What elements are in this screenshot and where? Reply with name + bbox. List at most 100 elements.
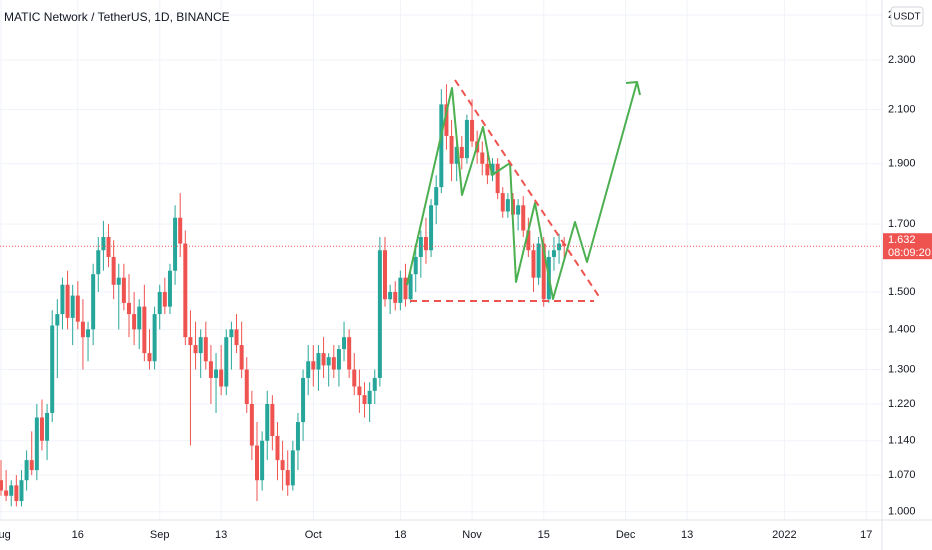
y-tick-label: 1.700 <box>888 218 916 230</box>
candle-body <box>65 284 70 318</box>
candle-body <box>188 337 193 346</box>
candle-body <box>50 325 55 413</box>
candle-body <box>459 146 464 159</box>
candle-body <box>295 422 300 451</box>
y-tick-label: 1.140 <box>888 435 916 447</box>
x-tick-label: 17 <box>860 529 872 541</box>
candle-body <box>531 250 536 278</box>
candle-body <box>147 353 152 362</box>
candle-body <box>260 440 265 481</box>
candle-body <box>551 250 556 257</box>
candle-body <box>367 390 372 404</box>
candle-body <box>403 277 408 300</box>
candle-body <box>239 345 244 370</box>
candle-body <box>439 104 444 188</box>
candle-body <box>342 337 347 350</box>
axes: 1.000 1.070 1.140 1.220 1.300 1.400 1.500 1.700… <box>0 9 932 541</box>
candle-body <box>290 450 295 486</box>
candle-body <box>60 284 65 315</box>
candle-body <box>521 205 526 231</box>
candle-body <box>275 436 280 461</box>
candle-body <box>106 236 111 257</box>
candle-body <box>162 291 167 307</box>
candle-body <box>423 236 428 251</box>
drawings <box>406 79 641 302</box>
arrow-head <box>625 81 641 96</box>
candle-body <box>91 274 96 330</box>
candle-body <box>219 369 224 387</box>
candle-body <box>80 321 85 338</box>
candle-body <box>34 417 39 471</box>
candle-body <box>352 369 357 387</box>
x-tick-label: Aug <box>0 529 11 541</box>
y-tick-label: 2.100 <box>888 103 916 115</box>
candle-body <box>157 291 162 315</box>
candle-body <box>203 337 208 362</box>
y-tick-label: 1.400 <box>888 323 916 335</box>
y-tick-label: 1.300 <box>888 363 916 375</box>
candle-body <box>454 146 459 164</box>
candle-body <box>311 361 316 370</box>
candle-body <box>229 329 234 338</box>
candle-body <box>316 353 321 370</box>
candle-body <box>306 361 311 378</box>
x-tick-label: Sep <box>150 529 170 541</box>
candle-body <box>96 250 101 275</box>
candle-body <box>86 329 91 338</box>
candle-body <box>398 277 403 303</box>
candle-body <box>234 329 239 346</box>
candle-body <box>121 277 126 303</box>
x-tick-label: 13 <box>681 529 693 541</box>
candle-body <box>244 369 249 404</box>
candle-body <box>285 470 290 486</box>
candle-body <box>326 357 331 366</box>
candle-body <box>331 357 336 370</box>
grid <box>0 0 882 520</box>
x-tick-label: 13 <box>215 529 227 541</box>
candle-body <box>280 460 285 471</box>
candle-body <box>321 353 326 366</box>
candle-body <box>505 199 510 212</box>
candle-body <box>490 163 495 176</box>
candle-body <box>137 306 142 330</box>
x-tick-label: 18 <box>394 529 406 541</box>
x-tick-label: 16 <box>72 529 84 541</box>
candle-body <box>214 369 219 378</box>
candle-body <box>173 217 178 271</box>
candle-body <box>116 277 121 285</box>
candle-body <box>39 417 44 441</box>
candle-body <box>413 256 418 275</box>
candle-body <box>485 163 490 176</box>
candle-body <box>0 480 3 491</box>
countdown-label: 08:09:20 <box>888 247 931 259</box>
candle-body <box>388 291 393 300</box>
y-tick-label: 2.300 <box>888 54 916 66</box>
y-tick-label: 1.070 <box>888 469 916 481</box>
candle-body <box>393 291 398 303</box>
candle-body <box>526 230 531 251</box>
candle-body <box>372 377 377 391</box>
candle-body <box>101 236 106 251</box>
candle-body <box>9 485 14 496</box>
candle-body <box>142 306 147 354</box>
candle-body <box>444 104 449 136</box>
currency-label: USDT <box>893 12 920 23</box>
candle-body <box>536 243 541 278</box>
candle-body <box>541 243 546 300</box>
candle-body <box>152 314 157 362</box>
candle-body <box>208 361 213 378</box>
candle-body <box>178 217 183 244</box>
candle-body <box>408 274 413 300</box>
candle-body <box>183 243 188 338</box>
candle-body <box>167 270 172 307</box>
candle-body <box>29 460 34 471</box>
x-tick-label: Nov <box>462 529 482 541</box>
candle-body <box>557 243 562 251</box>
currency-badge[interactable] <box>890 6 924 27</box>
candle-body <box>75 295 80 322</box>
y-tick-label: 1.900 <box>888 158 916 170</box>
